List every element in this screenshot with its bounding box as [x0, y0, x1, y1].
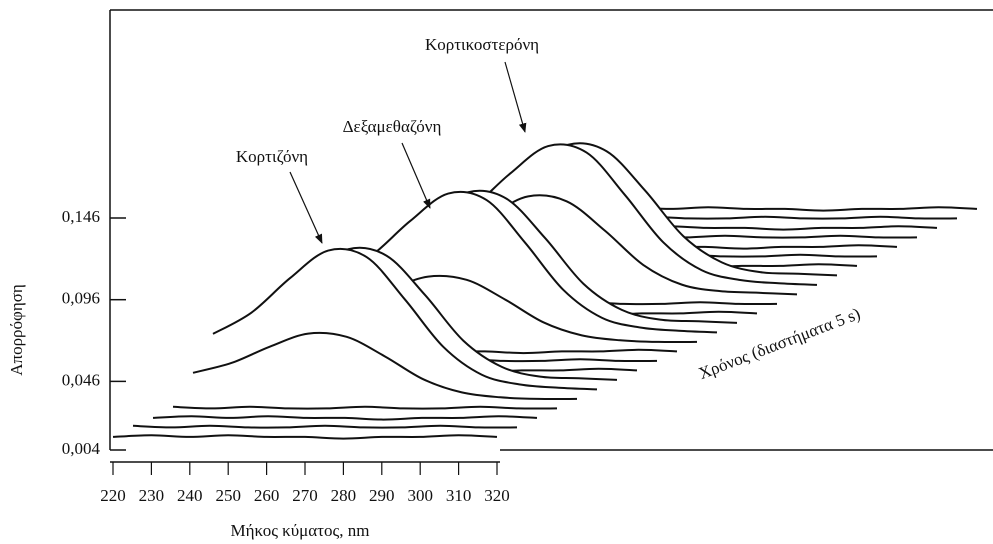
annotation: Κορτικοστερόνη: [425, 35, 539, 54]
x-tick-label: 250: [215, 486, 241, 505]
annotation-arrow: [289, 171, 323, 244]
x-tick-label: 290: [369, 486, 395, 505]
axes: [109, 9, 993, 475]
x-tick-label: 230: [139, 486, 165, 505]
x-axis-label: Μήκος κύματος, nm: [231, 521, 370, 540]
spectrum-line: [152, 415, 538, 421]
spectrum-line: [112, 434, 498, 440]
y-axis-label: Απορρόφηση: [7, 284, 26, 376]
x-tick-label: 310: [446, 486, 472, 505]
spectrum-line: [192, 331, 578, 401]
spectrum-line: [332, 190, 718, 334]
y-tick-label: 0,004: [62, 439, 101, 458]
x-tick-label: 240: [177, 486, 203, 505]
annotation-arrow: [401, 142, 431, 209]
y-tick-label: 0,146: [62, 207, 100, 226]
y-tick-label: 0,096: [62, 289, 100, 308]
spectrum-line: [432, 143, 818, 286]
x-tick-label: 220: [100, 486, 126, 505]
annotation-arrow: [504, 61, 527, 133]
x-tick-label: 260: [254, 486, 280, 505]
annotation: Δεξαμεθαζόνη: [343, 117, 442, 136]
x-tick-label: 320: [484, 486, 510, 505]
annotation: Κορτιζόνη: [236, 147, 308, 166]
y-tick-label: 0,046: [62, 370, 100, 389]
spectrum-line: [212, 247, 598, 391]
x-tick-label: 300: [407, 486, 433, 505]
spectrum-line: [172, 405, 558, 410]
traces: [112, 142, 978, 470]
spectrum-line: [132, 424, 518, 429]
x-tick-label: 270: [292, 486, 318, 505]
x-tick-label: 280: [331, 486, 357, 505]
